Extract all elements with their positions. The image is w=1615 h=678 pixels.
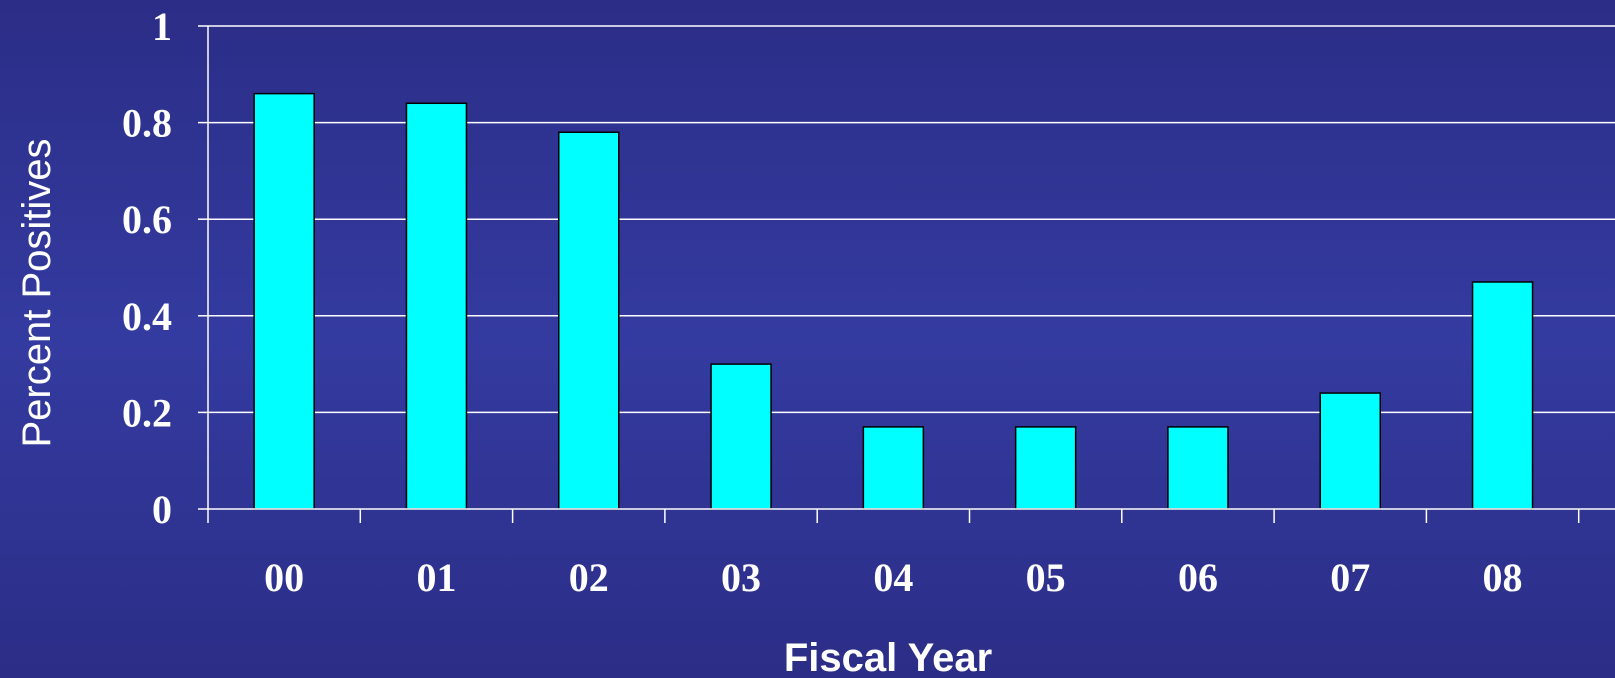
axes	[198, 25, 1615, 523]
bar	[1319, 392, 1381, 510]
y-axis-title: Percent Positives	[15, 138, 59, 447]
y-tick-label: 0.4	[122, 294, 172, 339]
x-axis-title: Fiscal Year	[784, 636, 992, 678]
y-tick-label: 0	[152, 487, 172, 532]
bar	[1471, 281, 1534, 510]
x-tick-label: 05	[1026, 555, 1066, 600]
bar	[1014, 426, 1077, 510]
bar	[405, 102, 468, 510]
tick-labels: 0 0.2 0.4 0.6 0.8 1 00 01 02 03 04 05 06 07 08	[122, 4, 1523, 600]
bars	[253, 92, 1534, 510]
x-tick-label: 08	[1483, 555, 1523, 600]
bar	[862, 426, 925, 510]
bar	[1167, 426, 1229, 510]
y-tick-label: 1	[152, 4, 172, 49]
x-tick-label: 06	[1178, 555, 1218, 600]
y-tick-label: 0.2	[122, 390, 172, 435]
y-tick-label: 0.6	[122, 197, 172, 242]
y-tick-label: 0.8	[122, 101, 172, 146]
x-tick-label: 07	[1330, 555, 1370, 600]
x-tick-label: 03	[721, 555, 761, 600]
x-tick-label: 02	[569, 555, 609, 600]
bar	[710, 363, 772, 510]
x-tick-label: 00	[264, 555, 304, 600]
bar	[253, 92, 315, 510]
x-tick-label: 01	[416, 555, 456, 600]
x-tick-label: 04	[873, 555, 913, 600]
bar	[558, 131, 620, 510]
